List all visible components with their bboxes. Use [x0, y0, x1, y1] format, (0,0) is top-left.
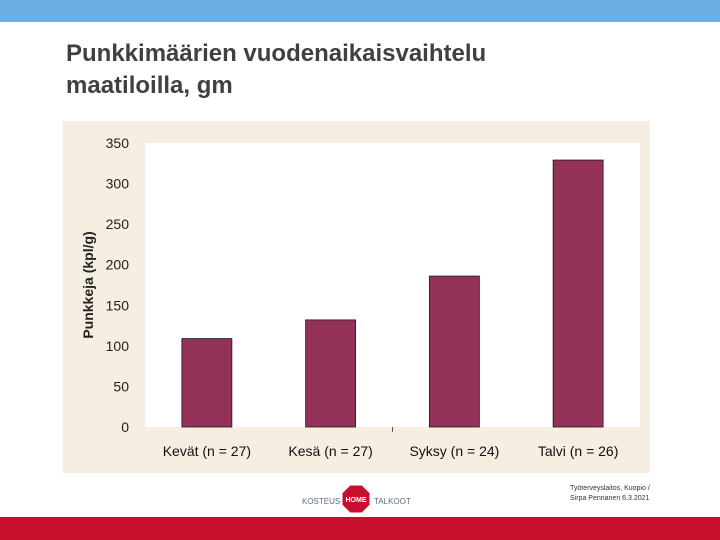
- logo-text-right: TALKOOT: [374, 497, 411, 506]
- slide-title-line-1: Punkkimäärien vuodenaikaisvaihtelu: [66, 40, 487, 67]
- footer-credit: Työterveyslaitos, Kuopio / Sirpa Pennane…: [570, 484, 720, 504]
- y-tick-label: 250: [106, 216, 130, 232]
- y-axis-label: Punkkeja (kpl/g): [80, 231, 96, 338]
- bar-chart: 0 50 100 150 200 250 300 350 Punkkeja (kpl/g) Kev…: [80, 135, 640, 459]
- stop-sign-icon: [341, 484, 371, 514]
- y-tick-label: 300: [106, 176, 130, 192]
- x-tick-label: Kevät (n = 27): [163, 443, 251, 459]
- x-tick-label: Kesä (n = 27): [288, 443, 372, 459]
- bottom-accent-bar: [0, 517, 720, 540]
- y-tick-label: 350: [106, 135, 130, 151]
- bar: [428, 275, 480, 428]
- top-accent-bar: [0, 0, 720, 22]
- bar: [181, 338, 233, 428]
- y-tick-label: 100: [106, 338, 130, 354]
- chart-panel: 0 50 100 150 200 250 300 350 Punkkeja (kpl/g) Kev…: [63, 121, 650, 473]
- slide-title-line-2: maatiloilla, gm: [66, 72, 233, 99]
- credit-line-2: Sirpa Pennanen 6.3.2021: [570, 495, 650, 502]
- slide-title: Punkkimäärien vuodenaikaisvaihtelu maati…: [66, 38, 626, 102]
- credit-line-1: Työterveyslaitos, Kuopio /: [570, 485, 650, 492]
- logo-text-left: KOSTEUS-: [302, 497, 343, 506]
- bar: [552, 159, 604, 428]
- campaign-logo: KOSTEUS- HOME TALKOOT: [300, 482, 420, 514]
- x-tick-label: Syksy (n = 24): [409, 443, 499, 459]
- logo-text-middle: HOME: [346, 497, 367, 504]
- x-tick-label: Talvi (n = 26): [538, 443, 619, 459]
- y-tick-label: 0: [121, 419, 129, 435]
- y-tick-label: 50: [113, 378, 129, 394]
- y-tick-label: 150: [106, 297, 130, 313]
- bar: [305, 319, 357, 428]
- y-tick-label: 200: [106, 257, 130, 273]
